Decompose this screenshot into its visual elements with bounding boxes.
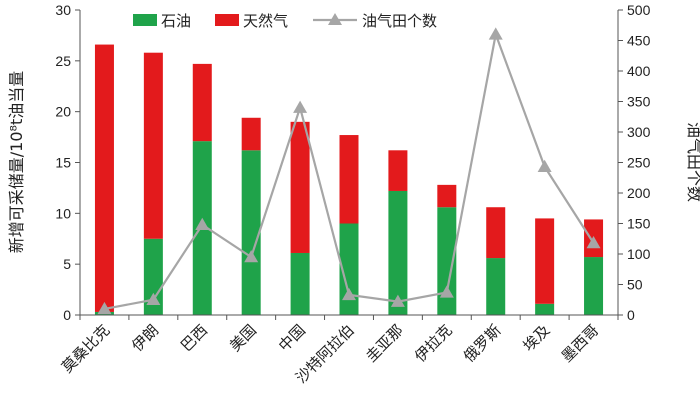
bar-oil [143,238,163,315]
line-point [97,301,112,315]
line-point [390,294,405,307]
x-category-label: 伊拉克 [411,321,456,366]
x-category-label: 莫桑比克 [58,321,113,376]
line-point [439,285,454,298]
y-tick-label: 15 [55,155,71,171]
y-tick-label: 10 [55,205,71,221]
bar-gas [241,117,261,151]
y2-axis-title: 油气田个数 [685,122,700,202]
y-tick-label: 0 [63,307,71,323]
bar-oil [535,303,555,315]
legend: 石油 天然气 油气田个数 [133,12,437,30]
x-category-label: 圭亚那 [362,321,407,366]
legend-marker-count [328,13,342,25]
line-point [146,292,161,305]
bar-oil [290,252,310,315]
line-point [586,236,601,249]
bar-gas [486,207,506,259]
bar-gas [290,121,310,253]
legend-label-oil: 石油 [161,12,191,30]
line-point [293,100,308,113]
x-category-label: 美国 [226,321,260,355]
x-category-label: 埃及 [520,321,554,355]
x-category-label: 墨西哥 [558,321,603,366]
y2-tick-label: 400 [627,63,651,79]
y-tick-label: 5 [63,256,71,272]
y2-tick-label: 100 [627,246,651,262]
y2-tick-label: 300 [627,124,651,140]
bars-layer [94,44,604,315]
y2-tick-label: 200 [627,185,651,201]
bar-gas [192,63,212,142]
legend-label-gas: 天然气 [243,12,288,30]
bar-oil [584,257,604,315]
x-category-label: 巴西 [177,321,211,355]
line-point [488,27,503,40]
y2-tick-label: 500 [627,2,651,18]
y-tick-label: 30 [55,2,71,18]
legend-label-count: 油气田个数 [362,12,437,30]
bar-gas [143,52,163,239]
bar-oil [486,258,506,315]
y-axis-title: 新增可采储量/10⁸t油当量 [7,71,26,253]
bar-oil [339,223,359,315]
y2-tick-label: 350 [627,94,651,110]
bar-oil [241,150,261,315]
y2-tick-label: 150 [627,216,651,232]
bar-gas [535,218,555,304]
y2-tick-label: 250 [627,155,651,171]
bar-gas [339,135,359,224]
legend-swatch-gas [215,14,239,26]
line-point [342,287,356,301]
y2-tick-label: 450 [627,33,651,49]
x-category-label: 伊朗 [128,321,162,355]
x-category-label: 中国 [275,321,309,355]
bar-oil [388,190,408,315]
line-point [537,159,552,173]
bar-oil [437,207,457,315]
line-point [195,217,210,230]
bar-gas [94,44,114,312]
bar-gas [388,150,408,191]
line-layer [97,27,601,315]
legend-swatch-oil [133,14,157,26]
x-category-label: 俄罗斯 [460,321,505,366]
y-tick-label: 20 [55,104,71,120]
y-tick-label: 25 [55,53,71,69]
y2-tick-label: 50 [627,277,643,293]
y2-tick-label: 0 [627,307,635,323]
bar-gas [437,184,457,208]
line-point [244,250,259,263]
